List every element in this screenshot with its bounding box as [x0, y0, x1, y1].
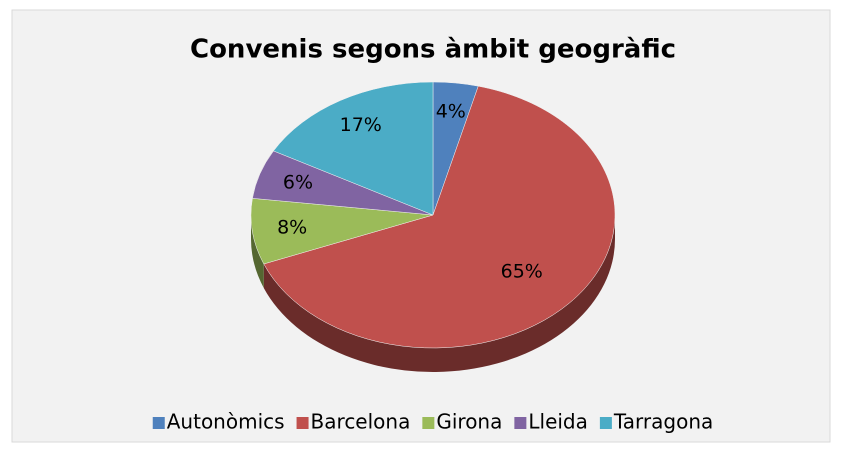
data-label: 6% [283, 171, 313, 193]
legend-swatch [599, 417, 612, 429]
slice-side [263, 215, 615, 373]
legend-swatch [296, 417, 309, 429]
data-label: 4% [436, 101, 466, 123]
legend-label: Tarragona [613, 410, 713, 434]
data-label: 17% [340, 114, 382, 136]
pie-slice [273, 81, 434, 216]
legend-swatch [152, 417, 165, 429]
pie-slice [250, 198, 434, 265]
legend-label: Lleida [528, 410, 588, 434]
data-label: 8% [277, 217, 307, 239]
slice-side [251, 215, 264, 288]
legend: Autonòmics Barcelona Girona Lleida Tarragona [152, 410, 713, 434]
pie-slice [263, 85, 616, 349]
legend-label: Autonòmics [167, 410, 285, 434]
chart-title: Convenis segons àmbit geogràfic [190, 35, 676, 65]
legend-label: Barcelona [311, 410, 411, 434]
data-label: 65% [501, 261, 543, 283]
legend-label: Girona [436, 410, 502, 434]
legend-swatch [422, 417, 435, 429]
legend-swatch [514, 417, 527, 429]
